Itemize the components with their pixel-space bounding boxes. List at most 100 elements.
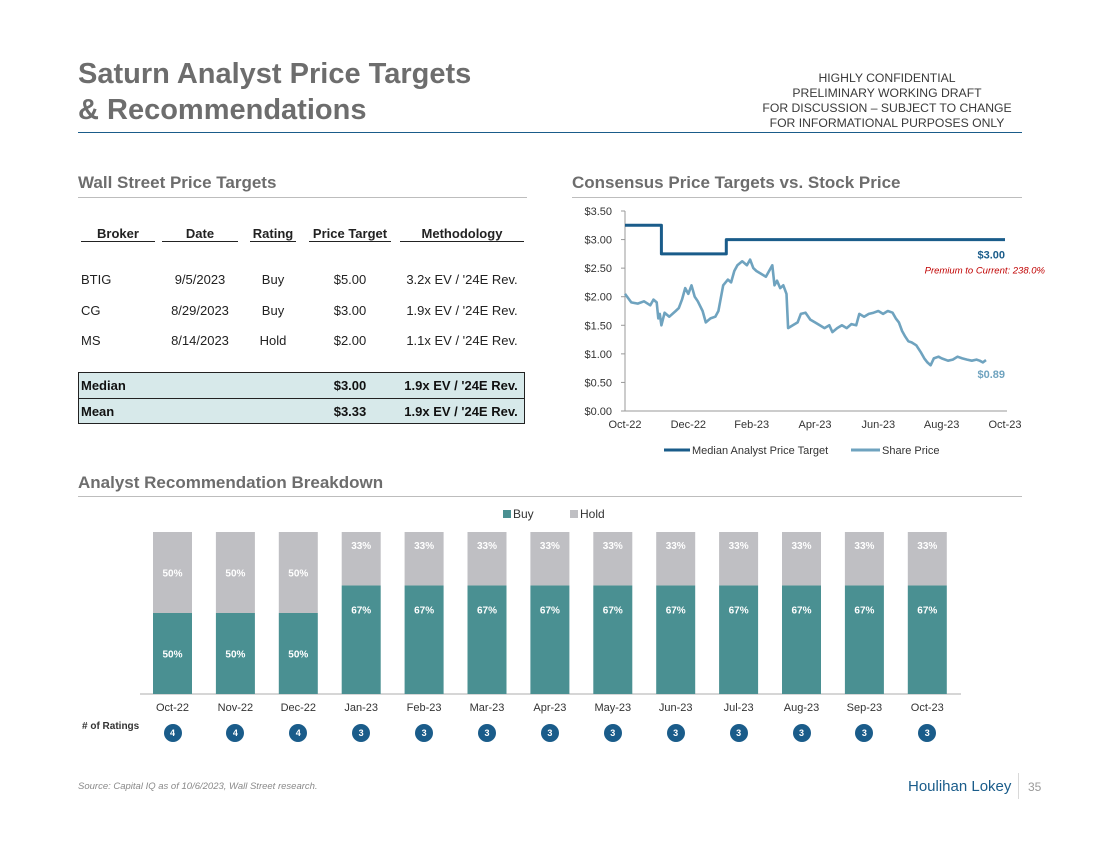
cell-date: 8/29/2023	[171, 303, 229, 318]
x-tick-label: Aug-23	[784, 702, 819, 714]
page-title: Saturn Analyst Price Targets & Recommend…	[78, 56, 471, 128]
y-tick-label: $2.50	[584, 263, 612, 275]
x-tick-label: Aug-23	[924, 419, 959, 431]
confidential-line: PRELIMINARY WORKING DRAFT	[792, 86, 982, 100]
cell-broker: CG	[81, 303, 101, 318]
bar-buy	[907, 585, 947, 694]
source-footnote: Source: Capital IQ as of 10/6/2023, Wall…	[78, 781, 318, 792]
bar-label-hold: 50%	[162, 569, 182, 580]
bar-buy	[656, 585, 696, 694]
bar-label-hold: 33%	[729, 541, 749, 552]
bar-label-buy: 50%	[162, 650, 182, 661]
median-end-label: $3.00	[977, 250, 1005, 262]
cell-broker: BTIG	[81, 272, 112, 287]
bar-hold	[215, 532, 255, 613]
share-price-line	[623, 258, 987, 367]
cell-price-target: $2.00	[333, 333, 367, 348]
column-header-price-target: Price Target	[312, 226, 388, 241]
confidential-line: FOR INFORMATIONAL PURPOSES ONLY	[769, 116, 1005, 130]
recommendation-bar-chart: Buy Hold 50% 50% Oct-22 50% 50% Nov-22 50% 50% Dec…	[140, 507, 961, 714]
legend-label-hold: Hold	[580, 507, 605, 521]
bar-hold	[782, 532, 821, 586]
bar-label-hold: 33%	[917, 541, 937, 552]
confidential-line: FOR DISCUSSION – SUBJECT TO CHANGE	[762, 101, 1012, 115]
ratings-count-badge: 4	[226, 724, 245, 742]
line-chart-title: Consensus Price Targets vs. Stock Price	[572, 173, 901, 192]
summary-median-target: $3.00	[333, 378, 367, 393]
summary-divider	[79, 398, 524, 399]
bar-label-hold: 33%	[791, 541, 811, 552]
x-tick-label: May-23	[594, 702, 631, 714]
summary-label-median: Median	[81, 378, 126, 393]
ratings-count-badge: 3	[666, 724, 685, 742]
bar-label-buy: 67%	[729, 605, 749, 616]
bar-hold	[844, 532, 884, 586]
summary-label-mean: Mean	[81, 404, 115, 419]
page-title-line-2: & Recommendations	[78, 94, 367, 126]
x-tick-label: Oct-22	[608, 419, 641, 431]
bar-label-buy: 50%	[288, 650, 308, 661]
x-tick-label: Feb-23	[734, 419, 769, 431]
ratings-count-badge: 4	[289, 724, 308, 742]
x-tick-label: Jun-23	[862, 419, 896, 431]
summary-mean-methodology: 1.9x EV / '24E Rev.	[404, 404, 518, 419]
cell-rating: Buy	[261, 272, 285, 287]
ratings-count-badge: 3	[603, 724, 622, 742]
share-price-end-label: $0.89	[977, 369, 1005, 381]
y-tick-label: $3.00	[584, 235, 612, 247]
cell-rating: Hold	[259, 333, 287, 348]
column-underline	[309, 241, 391, 242]
x-tick-label: Sep-23	[847, 702, 882, 714]
x-tick-label: Apr-23	[798, 419, 831, 431]
column-underline	[250, 241, 296, 242]
bar-label-hold: 33%	[414, 541, 434, 552]
column-header-date: Date	[185, 226, 215, 241]
bar-label-buy: 67%	[540, 605, 560, 616]
y-tick-label: $3.50	[584, 206, 612, 218]
column-underline	[400, 241, 524, 242]
summary-median-methodology: 1.9x EV / '24E Rev.	[404, 378, 518, 393]
bar-label-buy: 67%	[414, 605, 434, 616]
bar-chart-divider	[78, 496, 1022, 497]
x-tick-label: Dec-22	[671, 419, 706, 431]
bar-buy	[215, 613, 255, 694]
x-tick-label: Nov-22	[218, 702, 253, 714]
bar-label-buy: 50%	[225, 650, 245, 661]
column-underline	[81, 241, 155, 242]
bar-hold	[467, 532, 507, 586]
confidential-line: HIGHLY CONFIDENTIAL	[818, 71, 956, 85]
bar-hold	[530, 532, 570, 586]
x-tick-label: Dec-22	[281, 702, 316, 714]
bar-hold	[341, 532, 381, 586]
page-title-line-1: Saturn Analyst Price Targets	[78, 58, 472, 90]
legend-label-share-price: Share Price	[882, 445, 939, 457]
bar-hold	[404, 532, 444, 586]
cell-rating: Buy	[261, 303, 285, 318]
header-divider	[78, 132, 1022, 133]
bar-label-buy: 67%	[791, 605, 811, 616]
bar-buy	[467, 585, 507, 694]
x-tick-label: Oct-23	[988, 419, 1021, 431]
bar-hold	[719, 532, 759, 586]
y-tick-label: $2.00	[584, 292, 612, 304]
legend-label-buy: Buy	[513, 507, 534, 521]
bar-label-buy: 67%	[666, 605, 686, 616]
x-tick-label: Oct-23	[911, 702, 944, 714]
bar-buy	[530, 585, 570, 694]
column-header-rating: Rating	[252, 226, 294, 241]
cell-methodology: 1.1x EV / '24E Rev.	[406, 333, 518, 348]
bar-label-buy: 67%	[351, 605, 371, 616]
cell-methodology: 3.2x EV / '24E Rev.	[406, 272, 518, 287]
bar-label-buy: 67%	[603, 605, 623, 616]
ratings-count-badge: 3	[352, 724, 371, 742]
price-targets-divider	[78, 197, 527, 198]
bar-chart-title: Analyst Recommendation Breakdown	[78, 473, 384, 492]
bar-label-buy: 67%	[477, 605, 497, 616]
ratings-count-badge: 3	[415, 724, 434, 742]
ratings-count-badge: 3	[918, 724, 937, 742]
bar-hold	[278, 532, 318, 613]
line-chart-divider	[572, 197, 1022, 198]
bar-hold	[593, 532, 633, 586]
confidentiality-notice: HIGHLY CONFIDENTIAL PRELIMINARY WORKING …	[752, 71, 1022, 131]
x-tick-label: Jan-23	[344, 702, 378, 714]
